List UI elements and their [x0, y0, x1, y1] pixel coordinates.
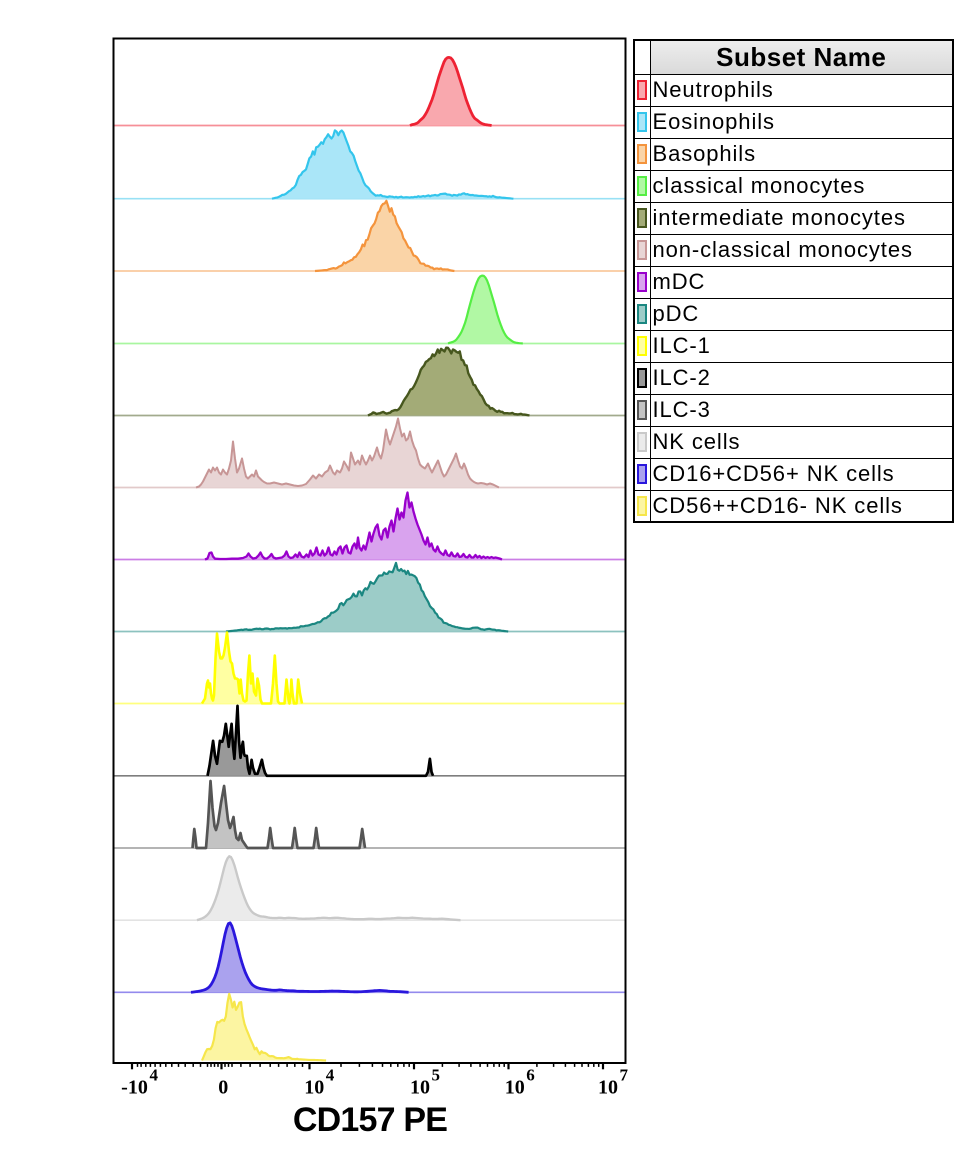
svg-text:7: 7: [620, 1066, 629, 1085]
svg-text:10: 10: [505, 1077, 525, 1099]
svg-text:10: 10: [304, 1077, 324, 1099]
svg-text:10: 10: [410, 1077, 430, 1099]
svg-text:5: 5: [432, 1066, 441, 1085]
svg-text:4: 4: [150, 1066, 159, 1085]
svg-text:0: 0: [218, 1077, 228, 1099]
svg-text:10: 10: [598, 1077, 618, 1099]
svg-text:CD157 PE: CD157 PE: [293, 1101, 447, 1139]
svg-text:-10: -10: [121, 1077, 148, 1099]
svg-text:6: 6: [526, 1066, 535, 1085]
svg-text:4: 4: [326, 1066, 335, 1085]
